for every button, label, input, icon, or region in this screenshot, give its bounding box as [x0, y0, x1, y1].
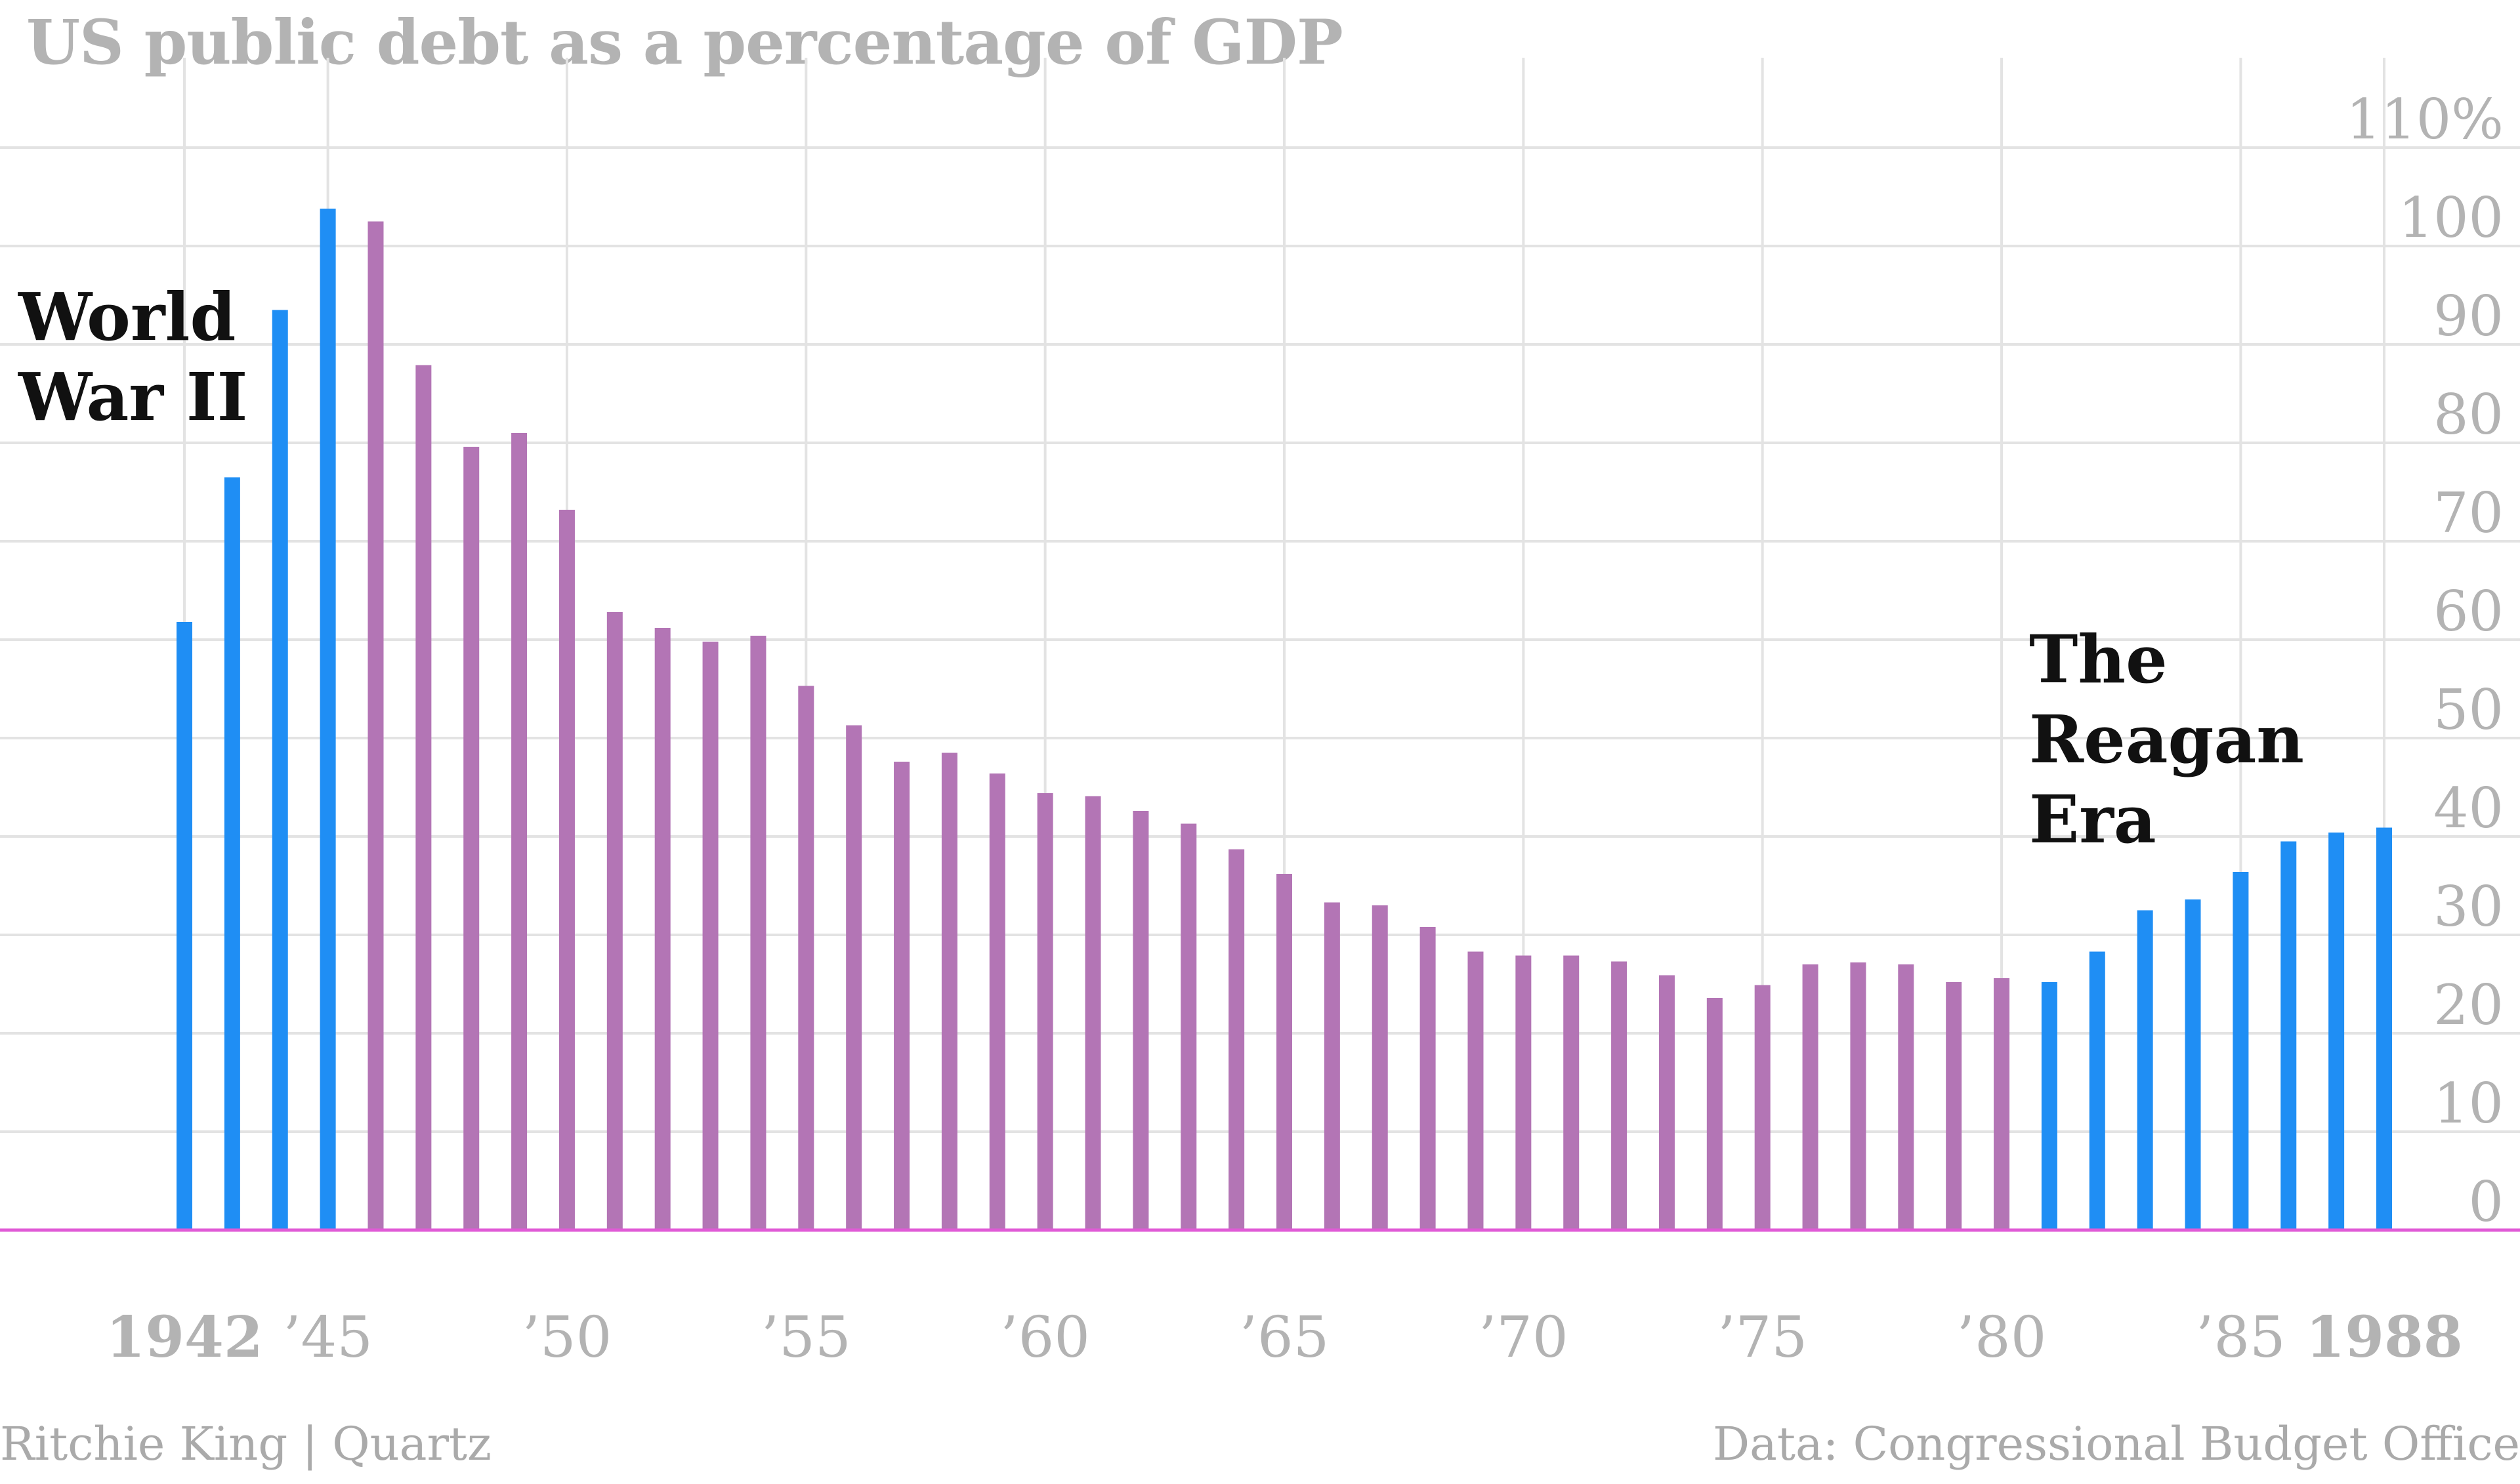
bar-1978	[1898, 964, 1914, 1230]
bar-1951	[606, 612, 623, 1230]
bar-1943	[224, 477, 240, 1230]
bar-1974	[1706, 998, 1723, 1230]
bar-1956	[846, 725, 862, 1230]
y-tick-label: 10	[2433, 1071, 2504, 1136]
y-tick-label: 0	[2469, 1170, 2504, 1234]
bar-1988	[2376, 827, 2392, 1230]
annotation-line: Era	[2029, 781, 2156, 858]
bar-1942	[177, 622, 192, 1230]
y-tick-label: 50	[2433, 678, 2504, 742]
x-tick-label: ’55	[761, 1305, 851, 1371]
bar-1982	[2089, 951, 2105, 1230]
y-tick-label: 20	[2433, 973, 2504, 1037]
bar-1971	[1563, 955, 1580, 1230]
annotation-line: War II	[18, 358, 247, 436]
annotation-world-war-ii: World War II	[18, 278, 247, 436]
bar-1944	[272, 310, 288, 1230]
bar-1960	[1037, 793, 1053, 1230]
x-tick-label: ’50	[522, 1305, 612, 1371]
bar-1946	[368, 221, 384, 1230]
annotations: World War II The Reagan Era	[18, 278, 2304, 858]
data-source-text: Data: Congressional Budget Office	[1713, 1417, 2520, 1471]
bar-1969	[1467, 951, 1484, 1230]
bar-1945	[320, 209, 336, 1230]
bar-1957	[894, 762, 910, 1230]
bar-1977	[1850, 962, 1866, 1230]
annotation-line: The	[2029, 621, 2168, 698]
credit-text: Ritchie King | Quartz	[0, 1417, 492, 1471]
bar-1986	[2280, 841, 2297, 1230]
bar-1967	[1372, 905, 1388, 1230]
x-tick-label: 1942	[106, 1304, 262, 1371]
bar-1954	[750, 636, 766, 1230]
x-tick-label: ’45	[283, 1305, 373, 1371]
annotation-line: World	[18, 278, 236, 356]
y-tick-label: 90	[2433, 284, 2504, 348]
bar-1950	[558, 510, 575, 1230]
bar-1981	[2041, 982, 2057, 1230]
bar-1985	[2233, 872, 2249, 1230]
y-tick-label: 80	[2433, 382, 2504, 447]
bar-1972	[1611, 961, 1628, 1230]
bar-1948	[463, 447, 480, 1230]
bar-1976	[1802, 964, 1818, 1230]
y-tick-label: 60	[2433, 579, 2504, 644]
y-tick-label: 40	[2433, 776, 2504, 840]
x-tick-label: ’70	[1479, 1305, 1568, 1371]
bar-1979	[1946, 982, 1962, 1230]
bar-1987	[2328, 833, 2345, 1230]
bar-1949	[511, 433, 528, 1230]
bar-1958	[941, 752, 957, 1230]
bar-1965	[1276, 874, 1292, 1230]
x-tick-label: 1988	[2305, 1304, 2462, 1371]
x-tick-label: ’75	[1717, 1305, 1807, 1371]
y-tick-label: 110%	[2346, 87, 2504, 152]
bar-1984	[2185, 899, 2201, 1230]
x-tick-label: ’85	[2196, 1305, 2286, 1371]
bar-1968	[1419, 927, 1436, 1230]
x-tick-label: ’65	[1240, 1305, 1330, 1371]
bar-1963	[1181, 823, 1197, 1230]
bar-1962	[1133, 811, 1149, 1230]
x-tick-labels: 1942 ’45 ’50 ’55 ’60 ’65 ’70 ’75 ’80 ’85 1988	[106, 1304, 2462, 1371]
bar-1980	[1994, 978, 2010, 1230]
bar-1952	[654, 628, 671, 1230]
y-tick-labels: 0 10 20 30 40 50 60 70 80 90 100 110%	[2346, 87, 2504, 1234]
annotation-line: Reagan	[2029, 701, 2304, 778]
annotation-reagan-era: The Reagan Era	[2029, 621, 2304, 858]
chart-title: US public debt as a percentage of GDP	[26, 7, 1343, 79]
y-tick-label: 70	[2433, 481, 2504, 545]
bar-1947	[415, 365, 432, 1230]
bars	[177, 209, 2392, 1230]
bar-1973	[1658, 975, 1675, 1230]
bar-1953	[702, 642, 719, 1230]
bar-1955	[798, 686, 814, 1230]
bar-1961	[1085, 796, 1101, 1230]
bar-1983	[2137, 910, 2153, 1230]
bar-1975	[1754, 985, 1771, 1230]
bar-1966	[1324, 902, 1340, 1230]
bar-1964	[1228, 849, 1245, 1230]
bar-1959	[989, 773, 1005, 1230]
y-tick-label: 30	[2433, 875, 2504, 939]
y-tick-label: 100	[2399, 186, 2504, 250]
x-tick-label: ’80	[1957, 1305, 2047, 1371]
x-tick-label: ’60	[1000, 1305, 1090, 1371]
bar-1970	[1515, 955, 1532, 1230]
